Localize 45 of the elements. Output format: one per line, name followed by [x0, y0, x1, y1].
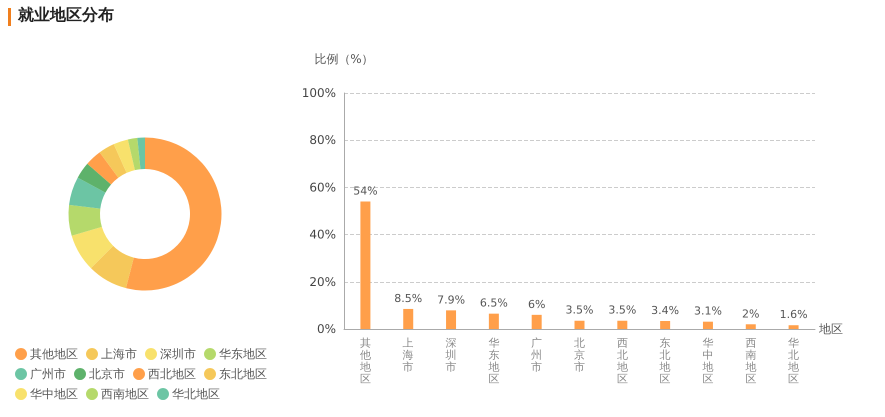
y-tick-label: 40% — [309, 228, 336, 242]
data-label: 54% — [353, 184, 378, 198]
bar — [446, 310, 456, 329]
y-tick-label: 0% — [316, 322, 336, 336]
x-tick-label: 华东地区 — [487, 336, 500, 386]
bar — [488, 314, 499, 329]
bar — [660, 320, 670, 329]
y-tick-label: 60% — [309, 180, 336, 194]
bar — [360, 202, 370, 329]
data-label: 7.9% — [437, 293, 466, 306]
legend-label: 华中地区 — [30, 387, 78, 401]
data-label: 3.1% — [694, 304, 722, 318]
x-tick-label: 广州市 — [531, 336, 542, 374]
data-label: 6.5% — [480, 296, 508, 310]
data-label: 3.5% — [566, 304, 594, 317]
bar — [702, 322, 713, 329]
x-tick-label: 华中地区 — [701, 336, 714, 386]
y-tick-label: 100% — [302, 86, 336, 100]
x-tick-label: 西南地区 — [744, 336, 756, 386]
x-tick-label: 深圳市 — [444, 336, 457, 374]
bar — [532, 314, 542, 329]
x-tick-label: 东北地区 — [658, 336, 671, 386]
y-tick-label: 20% — [309, 274, 336, 289]
bar — [403, 308, 414, 329]
data-label: 3.4% — [651, 304, 680, 317]
x-tick-label: 上海市 — [402, 336, 414, 374]
legend-label: 西南地区 — [101, 387, 149, 401]
data-label: 3.5% — [608, 304, 636, 317]
y-axis-title: 比例（%） — [314, 52, 374, 66]
data-label: 2% — [742, 307, 760, 320]
legend-label: 华北地区 — [172, 387, 220, 401]
data-label: 1.6% — [780, 308, 808, 322]
y-tick-label: 80% — [309, 133, 336, 148]
bar — [617, 320, 628, 329]
bar — [574, 320, 584, 329]
x-tick-label: 北京市 — [574, 336, 585, 374]
x-tick-label: 其他地区 — [358, 336, 371, 386]
bar — [746, 324, 756, 329]
x-tick-label: 西北地区 — [616, 336, 628, 386]
x-axis-title: 地区 — [818, 322, 843, 336]
data-label: 8.5% — [394, 292, 422, 305]
chart-title: 就业地区分布 — [18, 5, 114, 26]
x-tick-label: 华北地区 — [787, 336, 800, 386]
bar — [788, 325, 799, 329]
data-label: 6% — [528, 298, 546, 311]
